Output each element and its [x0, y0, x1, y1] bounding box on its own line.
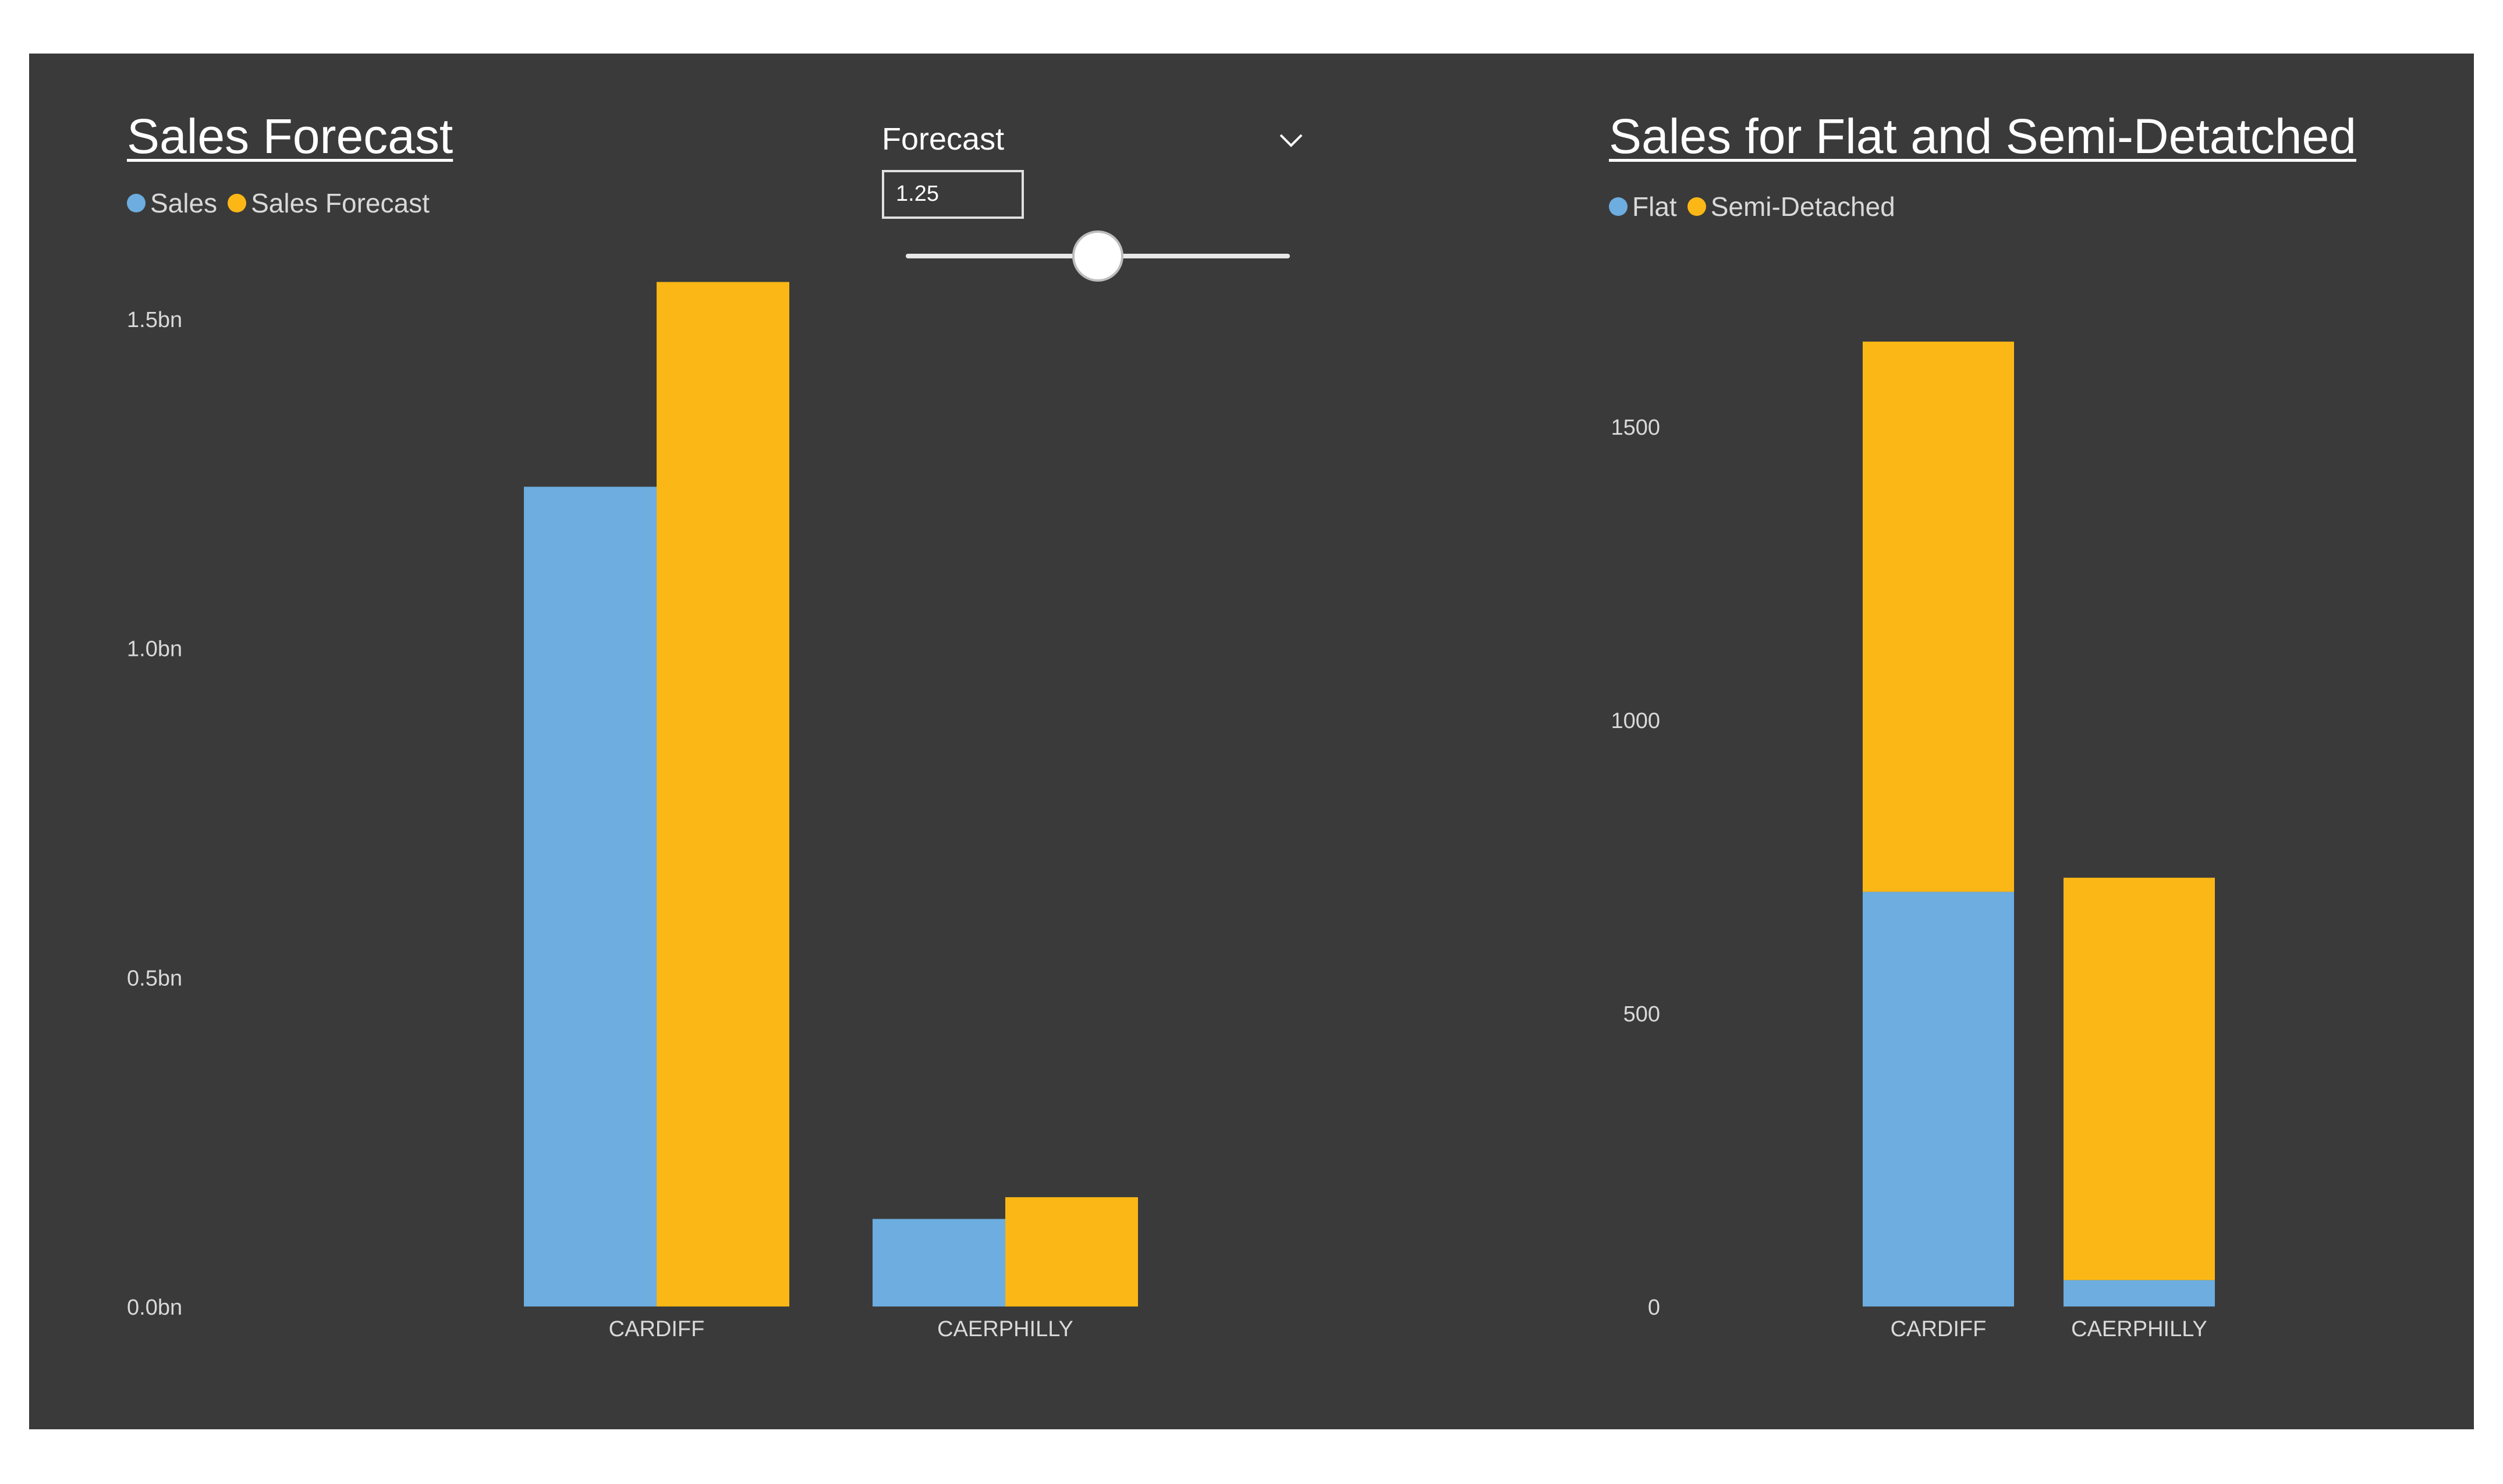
legend-dot-semi-detached — [1687, 197, 1706, 216]
flat-semi-chart-title: Sales for Flat and Semi-Detatched — [1609, 109, 2356, 164]
bar-flat-cardiff — [1863, 892, 2014, 1307]
legend-dot-sales — [127, 194, 146, 212]
bar-flat-caerphilly — [2064, 1280, 2215, 1307]
chevron-down-icon[interactable] — [1278, 132, 1304, 149]
bar-semi-detached-caerphilly — [2064, 878, 2215, 1280]
x-tick-label: CAERPHILLY — [937, 1317, 1073, 1341]
legend-label-sales-forecast: Sales Forecast — [251, 188, 430, 218]
sales-forecast-title: Sales Forecast — [127, 109, 453, 164]
bar-sales-forecast-caerphilly — [1005, 1197, 1138, 1307]
y-tick-label: 1.0bn — [127, 637, 182, 662]
legend-item-sales-forecast[interactable]: Sales Forecast — [228, 187, 430, 219]
legend-label-flat: Flat — [1632, 191, 1677, 222]
y-tick-label: 1500 — [1611, 416, 1660, 440]
legend-label-semi-detached: Semi-Detached — [1710, 191, 1895, 222]
x-tick-label: CARDIFF — [1891, 1317, 1987, 1341]
y-tick-label: 1000 — [1611, 709, 1660, 733]
flat-semi-legend: Flat Semi-Detached — [1609, 191, 1906, 222]
bar-sales-cardiff — [524, 487, 657, 1307]
legend-dot-flat — [1609, 197, 1628, 216]
bar-semi-detached-cardiff — [1863, 342, 2014, 892]
forecast-slicer-title: Forecast — [882, 122, 1005, 157]
forecast-value-input[interactable]: 1.25 — [882, 170, 1024, 219]
y-tick-label: 500 — [1623, 1002, 1660, 1027]
legend-label-sales: Sales — [150, 188, 218, 218]
legend-item-semi-detached[interactable]: Semi-Detached — [1687, 191, 1895, 222]
legend-item-flat[interactable]: Flat — [1609, 191, 1677, 222]
x-tick-label: CAERPHILLY — [2071, 1317, 2207, 1341]
slider-handle[interactable] — [1072, 230, 1123, 282]
forecast-slider[interactable] — [896, 221, 1292, 291]
bar-sales-forecast-cardiff — [657, 282, 789, 1307]
legend-item-sales[interactable]: Sales — [127, 187, 217, 219]
y-tick-label: 0 — [1648, 1295, 1660, 1320]
x-tick-label: CARDIFF — [609, 1317, 705, 1341]
y-tick-label: 1.5bn — [127, 308, 182, 332]
sales-forecast-legend: Sales Sales Forecast — [127, 187, 440, 219]
y-tick-label: 0.0bn — [127, 1295, 182, 1320]
legend-dot-sales-forecast — [228, 194, 247, 212]
bar-sales-caerphilly — [873, 1219, 1005, 1307]
y-tick-label: 0.5bn — [127, 966, 182, 990]
